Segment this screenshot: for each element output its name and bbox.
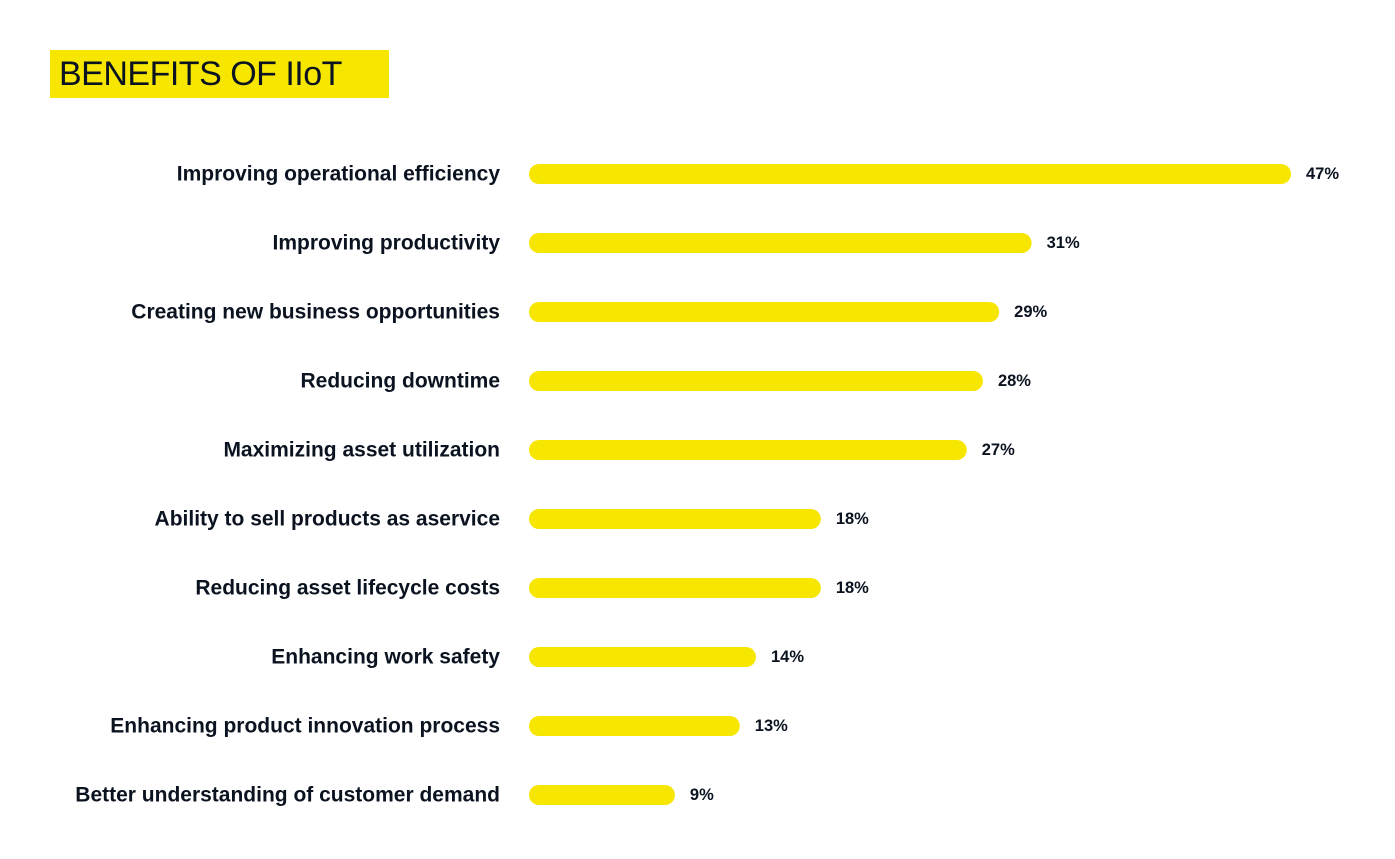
bar <box>529 647 756 667</box>
value-label: 27% <box>982 441 1015 459</box>
value-label: 28% <box>998 372 1031 390</box>
category-label: Enhancing product innovation process <box>110 715 500 738</box>
category-label: Reducing asset lifecycle costs <box>195 577 500 600</box>
category-label: Enhancing work safety <box>271 646 500 669</box>
bar <box>529 302 1000 322</box>
value-label: 13% <box>755 717 788 735</box>
bar <box>529 578 821 598</box>
bar-row: Reducing asset lifecycle costs 18% <box>195 577 869 600</box>
chart-title-box: BENEFITS OF IIoT <box>50 50 389 98</box>
value-label: 14% <box>771 648 804 666</box>
bar <box>529 371 983 391</box>
bar-row: Reducing downtime 28% <box>301 370 1032 393</box>
bar <box>529 164 1291 184</box>
bar <box>529 440 967 460</box>
bar-row: Creating new business opportunities 29% <box>131 301 1047 324</box>
value-label: 9% <box>690 786 714 804</box>
bar <box>529 785 675 805</box>
category-label: Creating new business opportunities <box>131 301 500 324</box>
value-label: 18% <box>836 579 869 597</box>
bar-row: Ability to sell products as aservice 18% <box>155 508 870 531</box>
bar <box>529 509 821 529</box>
bar-row: Better understanding of customer demand 9… <box>75 784 714 807</box>
bar-row: Improving operational efficiency 47% <box>177 163 1340 186</box>
bar <box>529 233 1032 253</box>
value-label: 31% <box>1047 234 1080 252</box>
bar-row: Enhancing work safety 14% <box>271 646 804 669</box>
bar <box>529 716 740 736</box>
bar-row: Enhancing product innovation process 13% <box>110 715 788 738</box>
bar-row: Improving productivity 31% <box>272 232 1079 255</box>
category-label: Reducing downtime <box>301 370 501 393</box>
value-label: 47% <box>1306 165 1339 183</box>
category-label: Better understanding of customer demand <box>75 784 500 807</box>
bar-row: Maximizing asset utilization 27% <box>223 439 1015 462</box>
category-label: Maximizing asset utilization <box>223 439 500 462</box>
category-label: Improving productivity <box>272 232 500 255</box>
category-label: Improving operational efficiency <box>177 163 501 186</box>
value-label: 29% <box>1014 303 1047 321</box>
chart-title: BENEFITS OF IIoT <box>59 55 342 93</box>
category-label: Ability to sell products as aservice <box>155 508 500 531</box>
value-label: 18% <box>836 510 869 528</box>
